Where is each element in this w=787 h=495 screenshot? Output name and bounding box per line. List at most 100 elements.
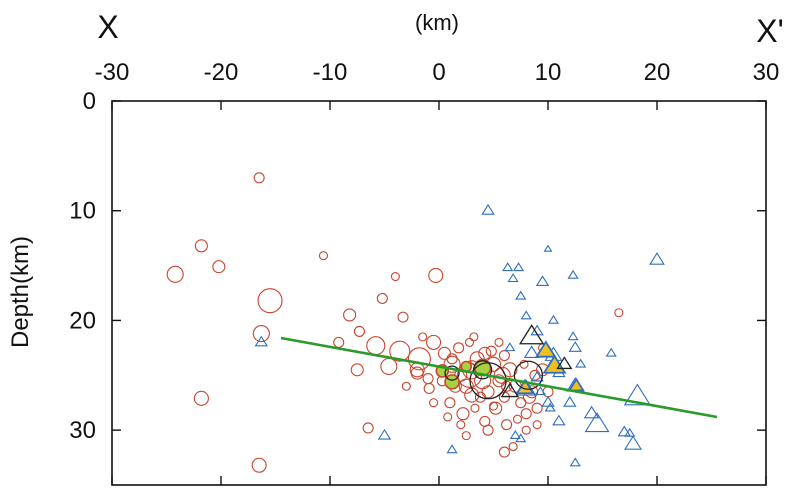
earthquake-circle bbox=[353, 325, 365, 337]
earthquake-circle bbox=[362, 422, 374, 434]
earthquake-circle-dark bbox=[472, 360, 493, 380]
earthquake-circle bbox=[252, 325, 270, 343]
earthquake-circle bbox=[253, 172, 265, 184]
earthquake-circle bbox=[453, 342, 465, 354]
event-triangle bbox=[623, 435, 643, 450]
plot-frame bbox=[111, 100, 767, 486]
earthquake-circle bbox=[437, 346, 452, 360]
event-triangle-dark bbox=[500, 382, 520, 398]
event-triangle bbox=[569, 457, 581, 467]
earthquake-circle bbox=[194, 239, 208, 253]
earthquake-circle bbox=[390, 271, 400, 282]
event-triangle bbox=[481, 203, 495, 215]
earthquake-circle bbox=[257, 288, 283, 314]
earthquake-circle bbox=[498, 446, 510, 458]
earthquake-circle bbox=[531, 402, 543, 414]
earthquake-circle bbox=[456, 407, 470, 421]
earthquake-circle bbox=[425, 334, 442, 350]
event-triangle bbox=[377, 428, 392, 440]
earthquake-circle bbox=[333, 336, 345, 348]
event-triangle bbox=[543, 244, 553, 252]
marks-layer bbox=[166, 172, 718, 473]
y-tick-label: 10 bbox=[69, 198, 96, 225]
earthquake-circle bbox=[443, 412, 453, 422]
event-triangle bbox=[254, 335, 269, 347]
y-tick-label: 20 bbox=[69, 307, 96, 334]
fit-line bbox=[280, 336, 718, 419]
event-triangle bbox=[547, 314, 560, 324]
earthquake-circle bbox=[520, 408, 532, 420]
earthquake-circle bbox=[469, 332, 479, 342]
x-tick-label: 20 bbox=[644, 59, 671, 86]
earthquake-circle bbox=[376, 292, 388, 305]
chart-title-left: X bbox=[97, 9, 118, 45]
event-triangle bbox=[649, 252, 665, 265]
earthquake-circle bbox=[422, 373, 434, 385]
earthquake-circle bbox=[166, 265, 184, 283]
earthquake-circle bbox=[498, 349, 510, 362]
event-triangle bbox=[623, 383, 652, 406]
event-triangle bbox=[515, 433, 527, 443]
earthquake-circle bbox=[380, 357, 398, 376]
event-triangle bbox=[509, 429, 521, 439]
event-triangle bbox=[530, 370, 544, 382]
event-triangle bbox=[507, 273, 519, 283]
event-triangle bbox=[605, 347, 617, 357]
earthquake-circle bbox=[318, 251, 329, 261]
event-triangle bbox=[502, 262, 514, 272]
event-triangle bbox=[534, 386, 546, 396]
event-triangle bbox=[583, 405, 600, 419]
earthquake-circle bbox=[444, 397, 456, 409]
event-triangle bbox=[504, 342, 516, 352]
earthquake-circle bbox=[456, 420, 466, 430]
earthquake-circle bbox=[492, 374, 506, 388]
earthquake-circle bbox=[521, 425, 531, 435]
earthquake-circle bbox=[501, 419, 513, 431]
earthquake-circle bbox=[212, 260, 226, 274]
earthquake-circle bbox=[482, 424, 494, 436]
x-tick-label: 30 bbox=[753, 59, 780, 86]
earthquake-circle bbox=[614, 308, 624, 318]
event-triangle bbox=[512, 262, 525, 272]
x-tick-label: -30 bbox=[95, 59, 130, 86]
y-axis-label: Depth(km) bbox=[7, 236, 34, 348]
x-tick-label: 0 bbox=[432, 59, 445, 86]
event-triangle bbox=[624, 427, 636, 437]
event-triangle bbox=[535, 275, 550, 287]
y-tick-label: 30 bbox=[69, 417, 96, 444]
earthquake-circle bbox=[508, 442, 518, 452]
earthquake-circle bbox=[343, 308, 357, 322]
earthquake-circle bbox=[350, 363, 364, 377]
earthquake-circle bbox=[423, 382, 435, 395]
earthquake-circle bbox=[464, 337, 475, 347]
earthquake-circle bbox=[470, 403, 480, 413]
earthquake-circle bbox=[428, 398, 439, 408]
earthquake-circle bbox=[443, 355, 461, 373]
earthquake-circle-filled bbox=[444, 374, 460, 390]
event-triangle bbox=[446, 444, 458, 454]
earthquake-circle bbox=[488, 401, 499, 411]
event-triangle-filled bbox=[542, 354, 567, 374]
earthquake-circle bbox=[418, 332, 428, 342]
earthquake-circle bbox=[366, 336, 386, 356]
earthquake-circle bbox=[493, 366, 511, 384]
event-triangle bbox=[515, 290, 527, 300]
chart-title-right: X' bbox=[756, 13, 783, 49]
earthquake-circle bbox=[512, 414, 523, 424]
event-triangle-dark bbox=[556, 356, 573, 370]
earthquake-circle bbox=[515, 397, 527, 409]
earthquake-circle bbox=[193, 390, 209, 406]
earthquake-circle bbox=[446, 353, 458, 365]
earthquake-circle bbox=[485, 345, 497, 357]
x-tick-label: 10 bbox=[535, 59, 562, 86]
event-triangle bbox=[544, 402, 556, 412]
event-triangle-filled bbox=[534, 340, 557, 358]
x-axis-label: (km) bbox=[415, 10, 459, 35]
event-triangle bbox=[520, 310, 532, 320]
earthquake-circle bbox=[474, 391, 486, 403]
event-triangle bbox=[541, 395, 555, 407]
earthquake-circle bbox=[489, 401, 503, 415]
earthquake-circle bbox=[494, 337, 504, 347]
